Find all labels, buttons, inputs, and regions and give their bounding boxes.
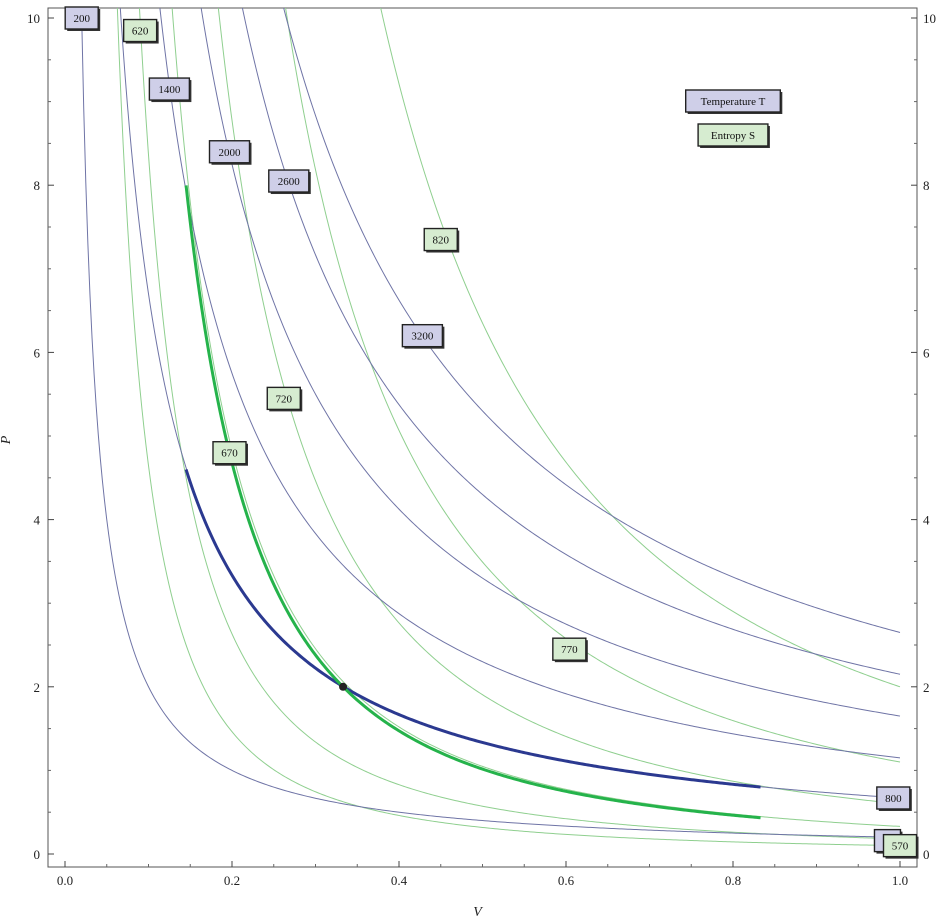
legend-entry-box bbox=[697, 123, 769, 147]
contour-labels: 2001400200026003200800262082072067077057… bbox=[64, 6, 919, 859]
cycle-layer bbox=[184, 185, 761, 820]
legend-entry: Entropy S bbox=[697, 123, 770, 148]
adiabat-label-770: 770 bbox=[552, 637, 588, 663]
adiabat-label-670-text: 670 bbox=[221, 448, 238, 460]
isotherm-label-2000: 2000 bbox=[208, 140, 252, 165]
legend-entry: Temperature T bbox=[685, 89, 783, 114]
isotherm-label-1400: 1400 bbox=[148, 77, 192, 103]
adiabat-curve-770 bbox=[285, 8, 901, 763]
isotherm-curve-1400 bbox=[159, 8, 901, 759]
x-tick-label: 1.0 bbox=[892, 873, 908, 888]
adiabat-label-670: 670 bbox=[212, 441, 248, 466]
y-tick-label: 8 bbox=[34, 178, 41, 193]
y-tick-label: 6 bbox=[34, 345, 41, 360]
y-tick-label-right: 0 bbox=[923, 847, 930, 862]
adiabat-label-620-box bbox=[122, 18, 158, 43]
adiabat-label-770-box bbox=[552, 637, 587, 661]
plot-frame bbox=[47, 7, 918, 868]
y-tick-label: 4 bbox=[34, 513, 41, 528]
isotherm-label-200-box bbox=[64, 6, 99, 30]
isotherm-label-2000-text: 2000 bbox=[218, 147, 241, 159]
isotherm-label-2600: 2600 bbox=[268, 169, 311, 195]
x-axis-title: V bbox=[473, 905, 483, 920]
isotherm-label-800-box bbox=[876, 786, 911, 810]
adiabat-label-820: 820 bbox=[423, 227, 460, 253]
legend-entry-label: Temperature T bbox=[701, 96, 766, 108]
adiabat-label-570-text: 570 bbox=[892, 841, 909, 853]
adiabat-label-720: 720 bbox=[266, 386, 303, 412]
adiabat-curve-670 bbox=[171, 8, 901, 827]
adiabat-curve-620 bbox=[138, 8, 901, 840]
y-tick-label: 2 bbox=[34, 680, 41, 695]
adiabat-curve-570 bbox=[116, 8, 901, 847]
isotherm-label-3200: 3200 bbox=[401, 323, 445, 349]
adiabat-label-620: 620 bbox=[122, 18, 159, 44]
isotherm-label-200-text: 200 bbox=[73, 13, 90, 25]
isotherm-label-200: 200 bbox=[64, 6, 101, 31]
adiabat-label-770-text: 770 bbox=[561, 644, 578, 656]
adiabat-curve-820 bbox=[380, 8, 901, 688]
isotherm-label-800-text: 800 bbox=[885, 793, 902, 805]
legend-entry-label: Entropy S bbox=[711, 130, 755, 142]
isotherm-label-2000-box bbox=[208, 140, 251, 164]
legend-entry-box bbox=[685, 89, 782, 113]
x-tick-label: 0.0 bbox=[57, 873, 73, 888]
x-tick-label: 0.6 bbox=[558, 873, 575, 888]
isotherm-curve-2000 bbox=[200, 8, 901, 717]
x-tick-label: 0.8 bbox=[725, 873, 741, 888]
isotherm-label-2600-box bbox=[268, 169, 310, 193]
adiabat-label-720-box bbox=[266, 386, 301, 411]
y-tick-label-right: 6 bbox=[923, 345, 930, 360]
y-tick-label-right: 4 bbox=[923, 513, 930, 528]
adiabat-curve-720 bbox=[217, 8, 901, 805]
y-axis-title: P bbox=[0, 435, 14, 445]
adiabat-label-720-text: 720 bbox=[276, 393, 293, 405]
isotherm-label-1400-text: 1400 bbox=[158, 84, 181, 96]
isotherm-curve-3200 bbox=[283, 8, 901, 633]
y-tick-label-right: 2 bbox=[923, 680, 930, 695]
y-tick-label-right: 8 bbox=[923, 178, 930, 193]
y-tick-label: 10 bbox=[27, 11, 40, 26]
x-tick-label: 0.4 bbox=[391, 873, 408, 888]
isotherm-label-1400-box bbox=[148, 77, 191, 101]
adiabat-label-820-text: 820 bbox=[433, 235, 450, 247]
adiabat-label-570-box bbox=[882, 833, 918, 858]
y-tick-label-right: 10 bbox=[923, 11, 936, 26]
cycle-isotherm-curve bbox=[184, 468, 761, 789]
legend: Temperature T Entropy S bbox=[685, 89, 783, 148]
y-tick-label: 0 bbox=[34, 847, 41, 862]
contour-layer bbox=[81, 8, 901, 847]
state-point bbox=[339, 682, 348, 691]
x-tick-label: 0.2 bbox=[224, 873, 240, 888]
adiabat-label-570: 570 bbox=[882, 833, 919, 859]
adiabat-label-820-box bbox=[423, 227, 458, 252]
adiabat-label-670-box bbox=[212, 441, 247, 465]
isotherm-label-800: 800 bbox=[876, 786, 912, 811]
axis-ticks: 0.0 0.2 0.4 0.6 0.8 1.0 0 0 2 2 4 4 6 6 8 8 10 10 bbox=[27, 11, 936, 888]
cycle-adiabat-curve bbox=[184, 185, 761, 820]
isotherm-curve-200 bbox=[81, 14, 901, 838]
isotherm-curve-800 bbox=[119, 8, 901, 799]
adiabat-label-620-text: 620 bbox=[132, 26, 149, 38]
isotherm-label-2600-text: 2600 bbox=[278, 176, 301, 188]
isotherm-curve-2600 bbox=[241, 8, 901, 675]
isotherm-label-3200-text: 3200 bbox=[411, 331, 434, 343]
isotherm-label-3200-box bbox=[401, 323, 444, 348]
